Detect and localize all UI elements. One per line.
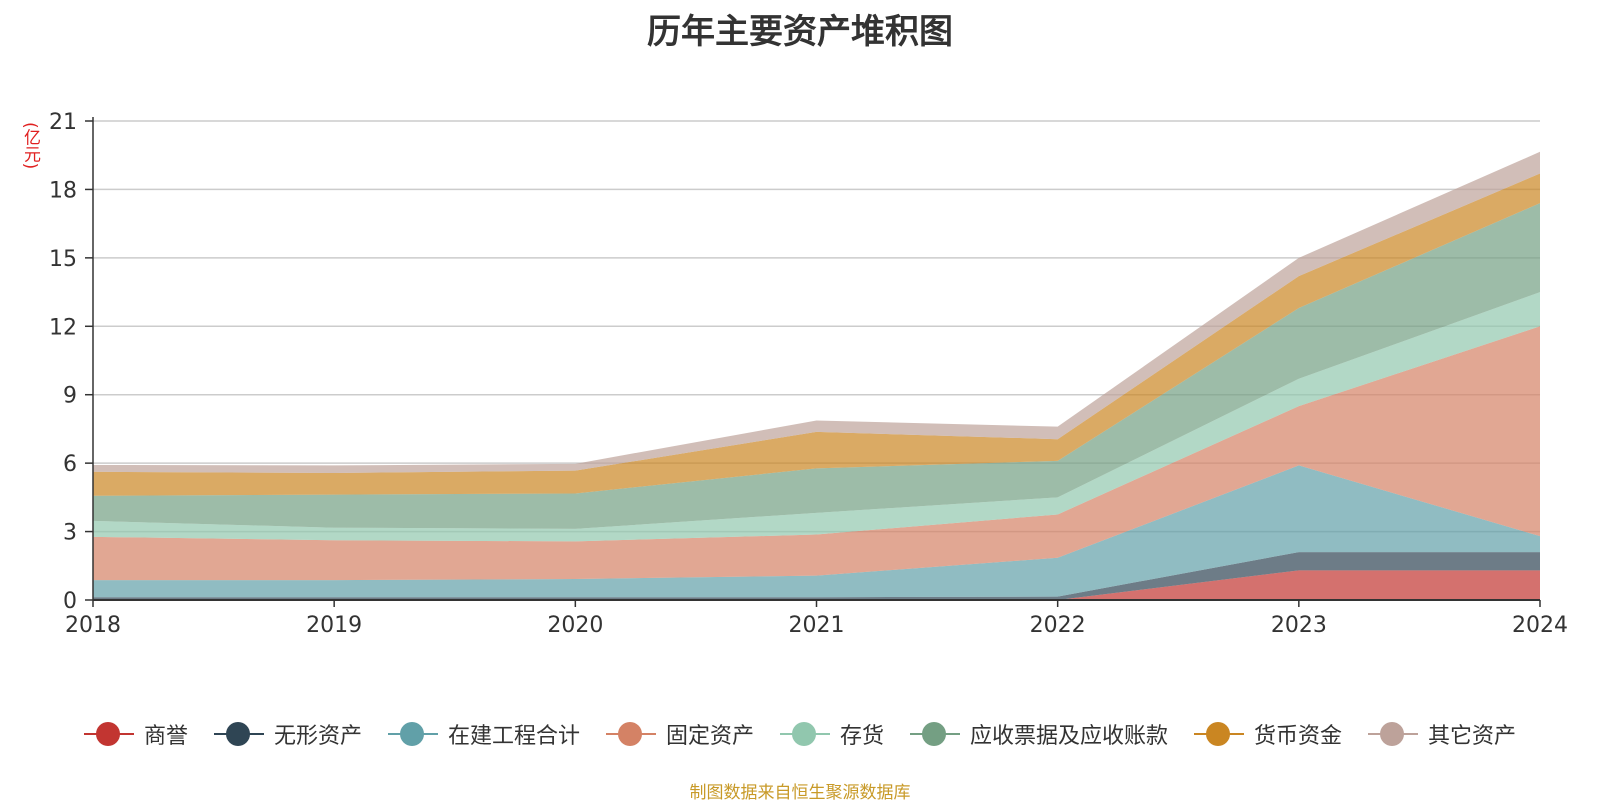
area-series-4: [93, 326, 1540, 581]
area-series-6: [93, 203, 1540, 529]
legend: 商誉 无形资产 在建工程合计 固定资产 存货 应收票据及应收账款 货币资金 其它资产: [0, 718, 1600, 750]
legend-marker-icon: [605, 721, 656, 747]
y-axis-unit: (亿元): [20, 122, 40, 170]
legend-marker-icon: [910, 721, 961, 747]
legend-label: 商誉: [143, 724, 188, 749]
legend-item[interactable]: 货币资金: [1194, 718, 1342, 750]
x-tick-label: 2024: [1512, 613, 1568, 638]
legend-item[interactable]: 固定资产: [605, 718, 754, 750]
legend-marker-icon: [83, 721, 134, 747]
legend-item[interactable]: 商誉: [83, 718, 188, 750]
y-tick-label: 18: [49, 178, 77, 203]
legend-item[interactable]: 其它资产: [1368, 718, 1516, 750]
y-tick-label: 15: [49, 247, 77, 272]
area-series-5: [93, 292, 1540, 542]
y-tick-label: 12: [49, 315, 77, 340]
legend-item[interactable]: 在建工程合计: [387, 718, 580, 750]
area-series-7: [93, 173, 1540, 496]
y-tick-label: 0: [63, 589, 77, 614]
y-tick-label: 21: [49, 110, 77, 135]
x-tick-label: 2023: [1271, 613, 1327, 638]
x-tick-label: 2019: [306, 613, 362, 638]
legend-label: 应收票据及应收账款: [970, 724, 1169, 749]
legend-label: 其它资产: [1428, 724, 1517, 749]
legend-label: 固定资产: [665, 724, 754, 749]
x-tick-label: 2022: [1030, 613, 1086, 638]
legend-item[interactable]: 应收票据及应收账款: [910, 718, 1168, 750]
legend-marker-icon: [213, 721, 264, 747]
area-series-layer: [93, 151, 1540, 600]
legend-item[interactable]: 存货: [780, 718, 884, 750]
legend-item[interactable]: 无形资产: [213, 718, 362, 750]
chart-plot: 0 3 6 9 12 15 18 21 2018 2019 2020 2021 2022 2023 2024: [49, 110, 1568, 638]
chart-title: 历年主要资产堆积图: [647, 12, 953, 52]
legend-label: 无形资产: [273, 724, 362, 749]
legend-marker-icon: [1368, 721, 1419, 747]
legend-marker-icon: [780, 721, 830, 747]
legend-marker-icon: [1194, 721, 1245, 747]
area-series-2: [93, 552, 1540, 600]
y-tick-label: 3: [63, 521, 77, 546]
area-series-3: [93, 465, 1540, 598]
y-tick-label: 6: [63, 452, 77, 477]
x-tick-label: 2020: [547, 613, 603, 638]
x-tick-label: 2018: [65, 613, 121, 638]
y-tick-label: 9: [63, 384, 77, 409]
area-series-1: [93, 570, 1540, 600]
axes: 0 3 6 9 12 15 18 21 2018 2019 2020 2021 2022 2023 2024: [49, 110, 1568, 638]
legend-label: 货币资金: [1254, 724, 1343, 749]
legend-marker-icon: [387, 721, 438, 747]
legend-label: 存货: [840, 724, 885, 749]
data-source-note: 制图数据来自恒生聚源数据库: [689, 783, 911, 803]
x-tick-label: 2021: [789, 613, 845, 638]
legend-label: 在建工程合计: [447, 724, 580, 749]
